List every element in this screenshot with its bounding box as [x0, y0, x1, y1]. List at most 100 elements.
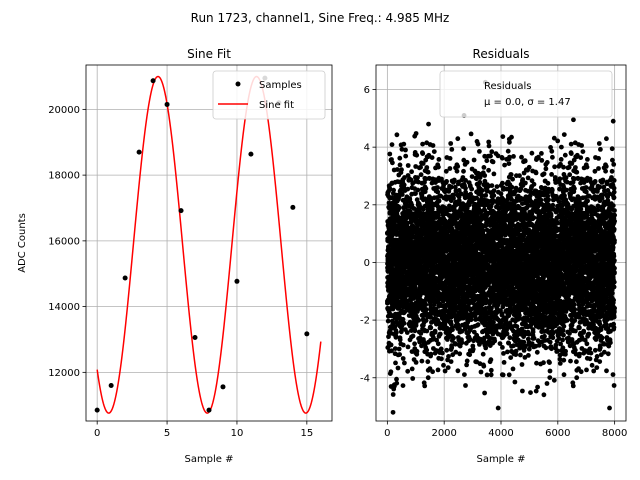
residual-point: [453, 349, 459, 355]
sine-fit-y-tick-label: 14000: [48, 302, 80, 313]
residual-point: [478, 369, 484, 375]
residual-point: [442, 322, 448, 328]
residual-point: [419, 358, 425, 364]
residual-point: [467, 352, 473, 358]
residual-point: [480, 351, 486, 357]
residual-point: [413, 191, 418, 197]
residual-point: [435, 189, 441, 195]
residual-point: [489, 183, 495, 189]
residual-point: [437, 331, 443, 337]
residual-point: [391, 187, 396, 193]
residual-point: [413, 323, 419, 328]
residual-point: [507, 154, 512, 160]
residual-point: [410, 333, 416, 339]
residual-point: [483, 345, 489, 351]
residual-point: [455, 136, 461, 142]
sample-point: [150, 78, 156, 84]
sample-point: [136, 149, 142, 155]
residual-point: [479, 188, 485, 193]
residual-point: [389, 142, 395, 148]
residual-point: [401, 141, 407, 147]
residual-point: [509, 134, 514, 140]
residual-point: [511, 154, 516, 159]
residual-point: [403, 147, 408, 153]
residual-point: [447, 156, 453, 161]
sample-point: [290, 204, 296, 210]
residual-point: [491, 188, 497, 194]
sample-point: [248, 151, 254, 157]
residual-point: [477, 149, 482, 154]
residual-point: [475, 322, 481, 328]
sine-fit-title: Sine Fit: [187, 47, 231, 61]
residual-point: [451, 335, 456, 341]
residual-point: [389, 348, 394, 354]
residual-point: [477, 179, 483, 185]
residual-point: [478, 314, 484, 320]
residual-point: [427, 366, 433, 371]
sine-fit-y-tick-label: 18000: [48, 171, 80, 182]
residual-point: [431, 302, 437, 307]
residual-point: [400, 383, 406, 388]
residual-point: [471, 157, 477, 163]
residual-point: [405, 344, 411, 350]
sine-fit-y-tick-label: 12000: [48, 368, 80, 379]
residual-point: [415, 187, 421, 193]
residual-point: [429, 155, 435, 161]
residual-point: [420, 151, 426, 157]
residual-point: [486, 143, 492, 149]
residual-point: [436, 198, 442, 204]
residual-point: [436, 157, 442, 162]
sample-point: [178, 208, 184, 214]
sine-fit-x-tick-label: 5: [164, 428, 170, 439]
residual-point: [488, 153, 493, 159]
residual-point: [470, 346, 476, 352]
residual-point: [429, 206, 435, 212]
sine-fit-legend: Samples Sine fit: [212, 70, 326, 120]
residual-point: [448, 141, 454, 146]
residual-point: [402, 175, 407, 180]
residual-point: [397, 352, 402, 357]
residual-point: [400, 316, 406, 322]
residual-point: [490, 159, 496, 165]
residual-point: [430, 143, 436, 148]
residual-point: [500, 155, 505, 161]
residual-point: [412, 281, 418, 287]
residual-point: [488, 372, 494, 378]
residual-point: [435, 341, 441, 347]
residual-point: [413, 360, 419, 365]
residual-point: [393, 333, 399, 339]
residual-point: [500, 134, 506, 140]
residual-point: [401, 320, 407, 326]
residual-point: [449, 147, 455, 152]
residual-point: [469, 186, 475, 192]
figure-suptitle: Run 1723, channel1, Sine Freq.: 4.985 MH…: [191, 11, 450, 25]
residual-point: [512, 379, 518, 385]
residual-point: [405, 368, 411, 374]
residual-point: [428, 351, 434, 357]
residual-point: [447, 166, 453, 171]
residual-point: [489, 149, 495, 155]
residual-point: [457, 351, 463, 357]
residual-point: [434, 337, 439, 343]
residual-point: [502, 162, 507, 168]
residual-point: [449, 345, 455, 351]
sample-point: [234, 278, 240, 284]
residual-point: [428, 325, 434, 331]
residual-point: [401, 182, 407, 188]
residual-point: [405, 163, 411, 168]
residual-point: [402, 360, 407, 366]
residual-point: [461, 168, 466, 174]
residual-point: [443, 168, 449, 174]
residual-point: [498, 191, 504, 197]
residual-point: [414, 348, 420, 354]
residual-point: [484, 158, 490, 164]
residual-point: [386, 334, 391, 340]
residual-point: [414, 152, 420, 158]
residual-point: [397, 155, 403, 161]
residual-point: [447, 203, 452, 209]
residual-point: [390, 160, 395, 166]
residual-point: [409, 366, 415, 372]
